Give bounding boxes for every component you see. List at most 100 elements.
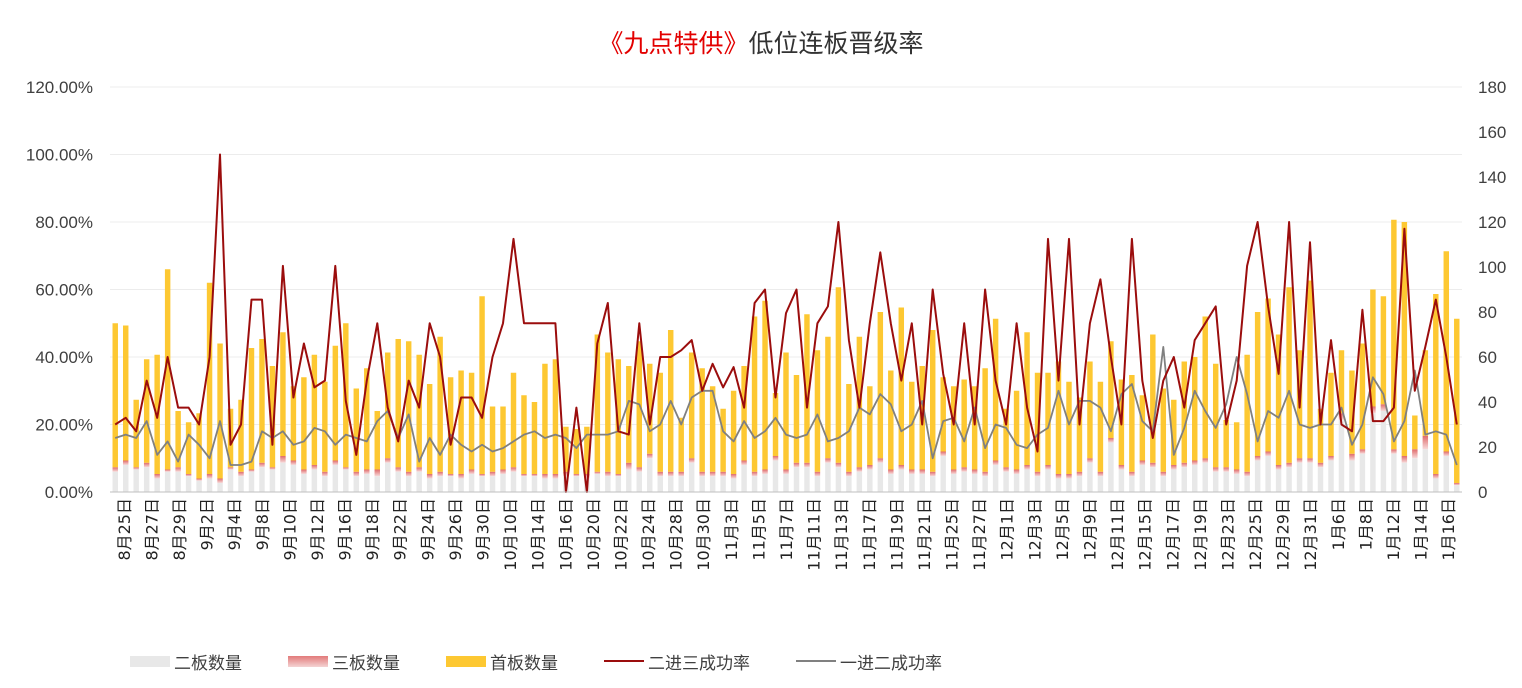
legend-label-rate-2to3: 二进三成功率	[648, 653, 750, 674]
bar-first-board	[1254, 312, 1261, 456]
x-axis-tick-label: 12月19日	[1191, 498, 1210, 571]
x-axis-tick-label: 12月25日	[1246, 498, 1265, 571]
bar-third-board	[1181, 462, 1187, 468]
bar-first-board	[867, 386, 873, 465]
bar-third-board	[1108, 438, 1114, 443]
bar-first-board	[1317, 408, 1324, 463]
bar-first-board	[1034, 372, 1041, 472]
bar-third-board	[1391, 449, 1397, 454]
bar-second-board	[856, 471, 863, 492]
bar-first-board	[909, 381, 915, 470]
x-axis-tick-label: 9月4日	[225, 498, 244, 550]
bar-first-board	[584, 426, 590, 474]
bar-second-board	[405, 476, 412, 492]
bar-first-board	[1139, 395, 1146, 461]
bar-second-board	[594, 474, 601, 492]
bar-first-board	[877, 312, 884, 459]
bar-second-board	[605, 476, 611, 492]
bar-third-board	[1223, 467, 1229, 472]
bar-third-board	[626, 462, 632, 470]
bar-second-board	[269, 469, 276, 492]
bar-third-board	[1118, 465, 1125, 470]
bar-first-board	[175, 411, 181, 468]
bar-second-board	[112, 471, 118, 492]
bar-second-board	[154, 478, 160, 492]
bar-first-board	[982, 368, 988, 472]
bar-third-board	[867, 465, 873, 470]
bar-second-board	[772, 460, 779, 492]
bar-third-board	[374, 469, 380, 477]
bar-second-board	[982, 476, 988, 492]
bar-second-board	[877, 462, 884, 492]
bar-third-board	[971, 469, 978, 474]
bar-second-board	[1275, 469, 1282, 492]
bar-second-board	[1171, 469, 1177, 492]
bar-first-board	[814, 350, 821, 472]
right-axis-tick-label: 160	[1478, 123, 1506, 142]
bar-third-board	[888, 469, 894, 474]
bar-third-board	[1275, 465, 1282, 470]
bar-third-board	[1265, 451, 1271, 456]
bar-second-board	[573, 476, 580, 492]
bar-second-board	[1045, 469, 1051, 492]
bar-first-board	[1380, 296, 1387, 405]
bar-third-board	[688, 458, 695, 463]
bar-first-board	[405, 341, 412, 472]
bar-third-board	[1160, 471, 1167, 477]
bar-first-board	[992, 318, 999, 461]
bar-first-board	[280, 332, 286, 456]
bar-second-board	[447, 476, 454, 492]
bar-third-board	[458, 474, 464, 479]
bar-third-board	[898, 465, 905, 470]
bar-second-board	[1150, 467, 1156, 492]
bar-third-board	[154, 474, 160, 479]
bar-third-board	[437, 471, 443, 477]
x-axis-tick-label: 9月12日	[308, 498, 327, 561]
bar-second-board	[1254, 460, 1261, 492]
bar-third-board	[510, 467, 517, 472]
bar-second-board	[1192, 465, 1198, 492]
bar-second-board	[950, 474, 957, 492]
bar-second-board	[1181, 467, 1187, 492]
bar-third-board	[259, 462, 265, 468]
bar-second-board	[1349, 460, 1355, 492]
x-axis-tick-label: 1月16日	[1439, 498, 1458, 561]
bar-second-board	[227, 469, 234, 492]
bar-third-board	[1087, 458, 1093, 463]
bar-third-board	[1443, 451, 1450, 456]
bar-first-board	[898, 307, 905, 465]
bar-second-board	[280, 462, 286, 492]
right-axis-tick-label: 180	[1478, 78, 1506, 97]
bar-first-board	[1244, 354, 1250, 472]
bar-first-board	[1454, 318, 1460, 483]
bar-first-board	[615, 359, 622, 474]
bar-third-board	[1034, 471, 1041, 477]
x-axis-tick-label: 9月8日	[253, 498, 272, 550]
bar-second-board	[1202, 462, 1208, 492]
bar-second-board	[238, 476, 244, 492]
bar-first-board	[1223, 420, 1229, 468]
bar-third-board	[301, 469, 307, 474]
bar-second-board	[626, 469, 632, 492]
x-axis-tick-label: 8月27日	[142, 498, 161, 561]
bar-first-board	[772, 393, 779, 456]
bar-second-board	[122, 465, 129, 492]
bar-second-board	[353, 476, 360, 492]
bar-first-board	[783, 352, 789, 470]
bar-third-board	[667, 471, 674, 477]
bar-first-board	[531, 402, 538, 474]
bar-second-board	[783, 474, 789, 492]
bar-second-board	[678, 476, 684, 492]
bar-third-board	[1003, 467, 1009, 472]
bar-first-board	[1171, 399, 1177, 465]
bar-third-board	[919, 469, 925, 474]
x-axis-tick-label: 11月19日	[887, 498, 906, 571]
bar-third-board	[720, 471, 726, 477]
left-axis-tick-label: 100.00%	[26, 146, 93, 165]
x-axis-tick-label: 12月17日	[1163, 498, 1182, 571]
bar-first-board	[1055, 361, 1062, 474]
x-axis-tick-label: 10月24日	[639, 498, 658, 571]
bar-third-board	[479, 474, 485, 477]
x-axis-tick-label: 11月11日	[805, 498, 824, 571]
x-axis-tick-label: 1月8日	[1356, 498, 1375, 550]
